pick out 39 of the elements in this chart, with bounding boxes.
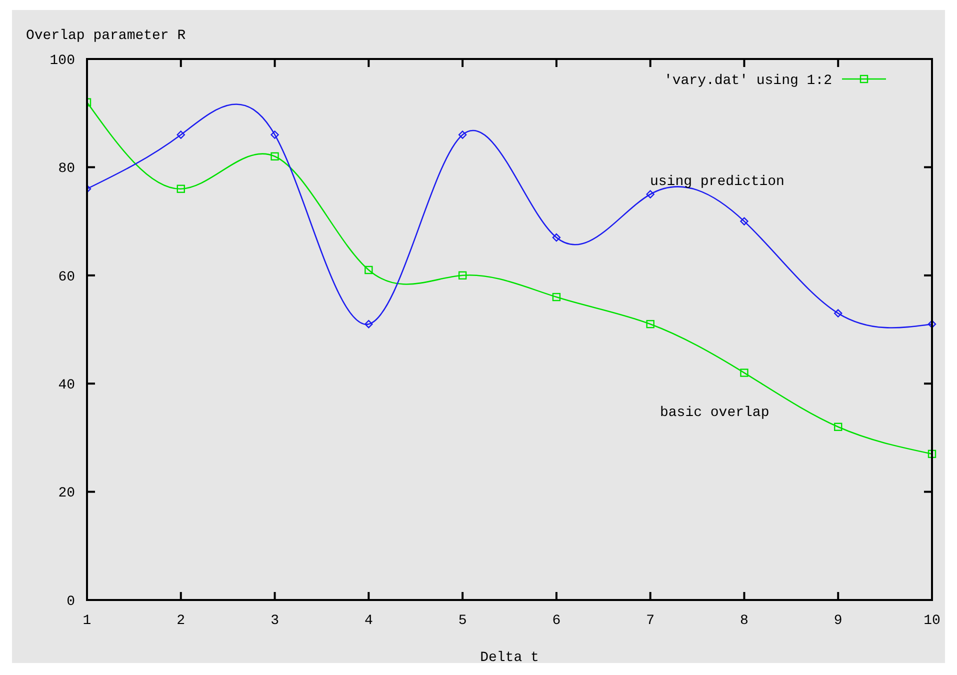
point	[458, 130, 467, 139]
x-tick-label: 4	[364, 613, 373, 629]
x-tick-label: 9	[834, 613, 842, 629]
x-tick-label: 2	[176, 613, 186, 629]
point	[458, 271, 467, 280]
point	[928, 450, 936, 458]
y-tick-label: 0	[66, 594, 75, 610]
annotation: basic overlap	[660, 404, 770, 421]
point	[270, 130, 279, 139]
x-tick-label: 6	[552, 613, 561, 629]
point	[270, 152, 279, 160]
point	[552, 292, 561, 302]
y-tick-label: 40	[58, 378, 75, 394]
x-tick-label: 5	[458, 613, 467, 629]
y-tick-label: 100	[50, 52, 75, 69]
x-tick-label: 7	[646, 613, 655, 629]
point	[740, 217, 748, 226]
point	[176, 184, 185, 193]
point	[176, 130, 185, 139]
x-tick-label: 8	[740, 613, 748, 629]
x-tick-label: 1	[82, 613, 92, 629]
legend-label: 'vary.dat' using 1:2	[664, 72, 832, 89]
x-tick-label: 3	[270, 613, 279, 629]
point	[364, 266, 373, 274]
point	[834, 309, 842, 318]
point	[928, 320, 936, 328]
y-axis-title: Overlap parameter R	[26, 28, 186, 44]
point	[834, 422, 842, 431]
y-tick-label: 60	[58, 269, 75, 286]
point	[364, 320, 373, 328]
x-axis-title: Delta t	[480, 650, 539, 666]
point	[646, 190, 654, 198]
point	[552, 233, 561, 242]
y-tick-label: 20	[58, 486, 75, 502]
point	[740, 368, 748, 377]
annotation: using prediction	[650, 174, 784, 190]
point	[646, 320, 654, 328]
x-tick-label: 10	[924, 613, 940, 629]
y-tick-label: 80	[58, 161, 75, 178]
